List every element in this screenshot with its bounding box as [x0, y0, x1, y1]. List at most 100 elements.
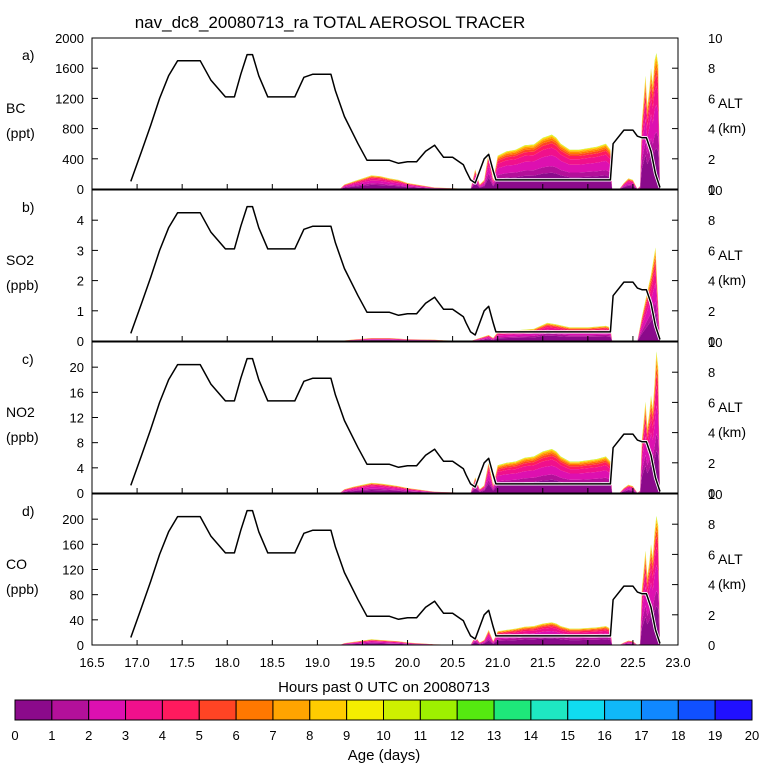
- age-layer-1-2d: [339, 131, 660, 189]
- panel-tag: a): [22, 47, 34, 63]
- y-tick-label: 8: [77, 436, 84, 451]
- y-tick-label: 200: [62, 512, 84, 527]
- altitude-line: [130, 357, 661, 492]
- alt-axis-label: ALT: [718, 247, 743, 263]
- panel-group: 04008001200160020000246810a)BC(ppt)ALT(k…: [6, 31, 746, 670]
- x-tick-label: 17.5: [169, 655, 194, 670]
- colorbar-tick-label: 2: [85, 728, 92, 743]
- y-tick-label: 20: [70, 360, 84, 375]
- alt-axis-label: ALT: [718, 399, 743, 415]
- y-tick-label: 160: [62, 537, 84, 552]
- alt-tick-label: 0: [708, 638, 715, 653]
- colorbar-swatch-7: [272, 699, 311, 721]
- altitude-line: [130, 509, 661, 644]
- colorbar-tick-label: 1: [48, 728, 55, 743]
- age-layer-3-4d: [339, 85, 660, 189]
- colorbar-tick-label: 3: [122, 728, 129, 743]
- y-tick-label: 120: [62, 563, 84, 578]
- colorbar-swatch-19: [714, 699, 753, 721]
- alt-tick-label: 2: [708, 152, 715, 167]
- y-tick-label: 4: [77, 461, 84, 476]
- unit-label: (ppt): [6, 125, 35, 141]
- species-label: SO2: [6, 252, 34, 268]
- panel-frame: [91, 37, 679, 190]
- x-tick-label: 16.5: [79, 655, 104, 670]
- panel-tag: d): [22, 503, 34, 519]
- altitude-line-halo: [129, 509, 662, 645]
- x-tick-label: 19.0: [305, 655, 330, 670]
- colorbar-swatch-4: [161, 699, 200, 721]
- colorbar-tick-label: 14: [524, 728, 538, 743]
- alt-tick-label: 2: [708, 456, 715, 471]
- colorbar-tick-label: 18: [671, 728, 685, 743]
- alt-tick-label: 0: [708, 486, 715, 501]
- y-tick-label: 2000: [55, 31, 84, 46]
- panel-frame: [91, 189, 679, 342]
- colorbar-swatch-6: [235, 699, 274, 721]
- colorbar-tick-label: 19: [708, 728, 722, 743]
- colorbar-swatch-14: [530, 699, 569, 721]
- colorbar-swatch-10: [383, 699, 421, 721]
- x-tick-label: 18.5: [260, 655, 285, 670]
- colorbar-swatch-9: [346, 699, 384, 721]
- panel-tag: b): [22, 199, 34, 215]
- colorbar-label: Age (days): [348, 747, 421, 764]
- x-tick-label: 17.0: [124, 655, 149, 670]
- alt-tick-label: 2: [708, 608, 715, 623]
- alt-unit-label: (km): [718, 120, 746, 136]
- age-layer-9-10d: [339, 352, 660, 493]
- unit-label: (ppb): [6, 277, 39, 293]
- colorbar-swatch-0: [14, 699, 53, 721]
- colorbar-tick-label: 7: [269, 728, 276, 743]
- colorbar-swatch-18: [677, 699, 716, 721]
- alt-tick-label: 6: [708, 91, 715, 106]
- alt-tick-label: 10: [708, 487, 722, 502]
- colorbar-tick-label: 15: [561, 728, 575, 743]
- alt-tick-label: 4: [708, 578, 715, 593]
- colorbar-tick-label: 6: [232, 728, 239, 743]
- colorbar-tick-label: 13: [487, 728, 501, 743]
- x-tick-label: 19.5: [350, 655, 375, 670]
- colorbar-swatch-17: [640, 699, 679, 721]
- alt-tick-label: 4: [708, 122, 715, 137]
- age-layer-7-8d: [339, 357, 660, 493]
- age-layer-4-5d: [339, 374, 660, 493]
- alt-tick-label: 10: [708, 183, 722, 198]
- x-tick-label: 23.0: [665, 655, 690, 670]
- colorbar-tick-label: 11: [414, 728, 428, 743]
- alt-tick-label: 6: [708, 395, 715, 410]
- colorbar-swatch-5: [198, 699, 237, 721]
- alt-unit-label: (km): [718, 272, 746, 288]
- x-tick-label: 18.0: [215, 655, 240, 670]
- y-tick-label: 12: [70, 411, 84, 426]
- unit-label: (ppb): [6, 581, 39, 597]
- altitude-line: [130, 205, 661, 340]
- y-tick-label: 16: [70, 385, 84, 400]
- y-tick-label: 0: [77, 638, 84, 653]
- colorbar-swatch-13: [493, 699, 532, 721]
- y-tick-label: 4: [77, 213, 84, 228]
- alt-tick-label: 0: [708, 334, 715, 349]
- alt-tick-label: 10: [708, 335, 722, 350]
- x-tick-label: 22.0: [575, 655, 600, 670]
- colorbar-tick-label: 8: [306, 728, 313, 743]
- y-tick-label: 800: [62, 122, 84, 137]
- panel-co: 0 40 80 120 160 200 0 2 4 6 8 10 d) CO (ppb) ALT (km): [6, 487, 746, 653]
- x-tick-label: 22.5: [620, 655, 645, 670]
- x-tick-label: 20.0: [395, 655, 420, 670]
- alt-axis-label: ALT: [718, 95, 743, 111]
- altitude-line: [130, 53, 661, 188]
- panel-no2: 0 4 8 12 16 20 0 2 4 6 8 10 c) NO2 (ppb) ALT (km): [6, 335, 746, 501]
- alt-tick-label: 8: [708, 213, 715, 228]
- colorbar-tick-label: 9: [343, 728, 350, 743]
- alt-axis-label: ALT: [718, 551, 743, 567]
- colorbar-swatch-15: [567, 699, 606, 721]
- colorbar-swatch-1: [51, 699, 90, 721]
- y-tick-label: 2: [77, 274, 84, 289]
- alt-tick-label: 4: [708, 274, 715, 289]
- age-layer-2-3d: [339, 104, 660, 189]
- y-tick-label: 0: [77, 334, 84, 349]
- age-layer-2-3d: [339, 405, 660, 493]
- x-tick-label: 20.5: [440, 655, 465, 670]
- y-tick-label: 0: [77, 182, 84, 197]
